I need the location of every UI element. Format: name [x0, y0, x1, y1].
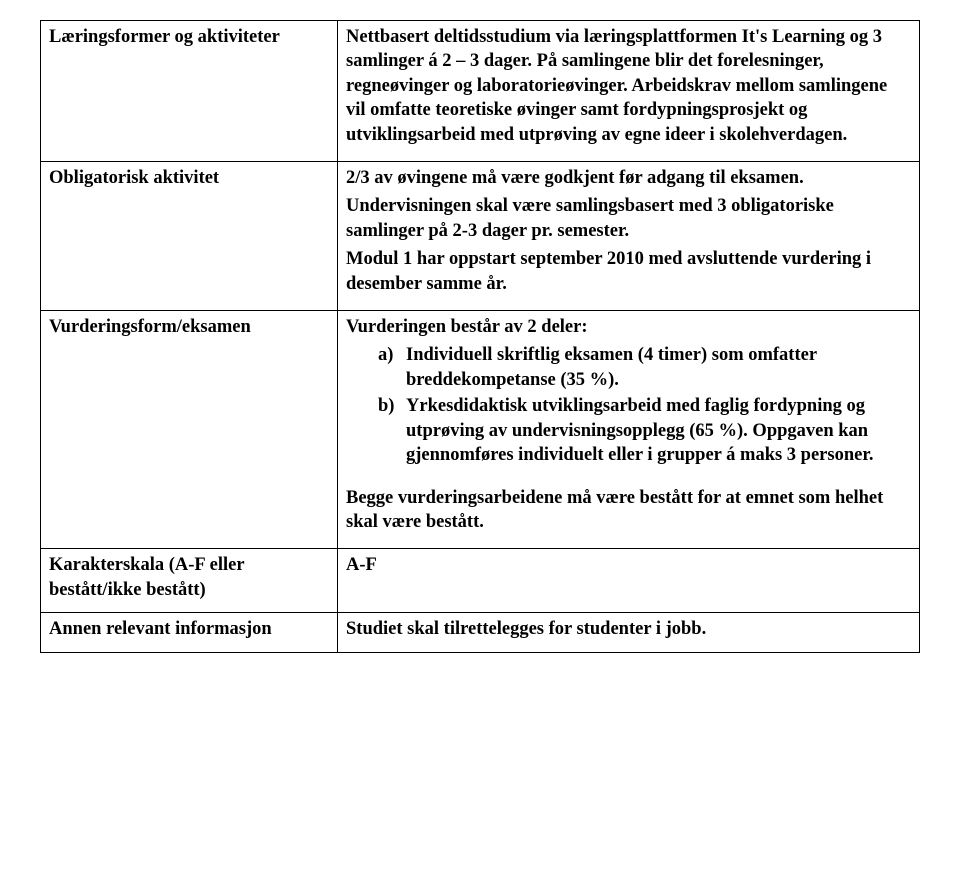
row-value-scale: A-F: [338, 549, 920, 613]
table-row: Vurderingsform/eksamen Vurderingen bestå…: [41, 311, 920, 549]
row-label-mandatory: Obligatorisk aktivitet: [41, 162, 338, 311]
learning-text: Nettbasert deltidsstudium via læringspla…: [346, 25, 911, 147]
assessment-closing: Begge vurderingsarbeidene må være beståt…: [346, 486, 911, 535]
mandatory-p3: Modul 1 har oppstart september 2010 med …: [346, 247, 911, 296]
table-row: Læringsformer og aktiviteter Nettbasert …: [41, 21, 920, 162]
row-value-assessment: Vurderingen består av 2 deler: a) Indivi…: [338, 311, 920, 549]
list-text-b: Yrkesdidaktisk utviklingsarbeid med fagl…: [406, 394, 911, 467]
row-label-assessment: Vurderingsform/eksamen: [41, 311, 338, 549]
assessment-intro: Vurderingen består av 2 deler:: [346, 315, 911, 339]
row-value-mandatory: 2/3 av øvingene må være godkjent før adg…: [338, 162, 920, 311]
table-row: Annen relevant informasjon Studiet skal …: [41, 613, 920, 652]
list-text-a: Individuell skriftlig eksamen (4 timer) …: [406, 343, 911, 392]
row-value-learning-forms: Nettbasert deltidsstudium via læringspla…: [338, 21, 920, 162]
assessment-list: a) Individuell skriftlig eksamen (4 time…: [346, 343, 911, 467]
mandatory-p2: Undervisningen skal være samlingsbasert …: [346, 194, 911, 243]
row-value-other: Studiet skal tilrettelegges for studente…: [338, 613, 920, 652]
row-label-learning-forms: Læringsformer og aktiviteter: [41, 21, 338, 162]
table-row: Obligatorisk aktivitet 2/3 av øvingene m…: [41, 162, 920, 311]
mandatory-p1: 2/3 av øvingene må være godkjent før adg…: [346, 166, 911, 190]
list-marker-a: a): [378, 343, 406, 392]
row-label-other: Annen relevant informasjon: [41, 613, 338, 652]
list-item: b) Yrkesdidaktisk utviklingsarbeid med f…: [378, 394, 911, 467]
table-row: Karakterskala (A-F eller bestått/ikke be…: [41, 549, 920, 613]
list-marker-b: b): [378, 394, 406, 467]
list-item: a) Individuell skriftlig eksamen (4 time…: [378, 343, 911, 392]
row-label-scale: Karakterskala (A-F eller bestått/ikke be…: [41, 549, 338, 613]
course-info-table: Læringsformer og aktiviteter Nettbasert …: [40, 20, 920, 653]
